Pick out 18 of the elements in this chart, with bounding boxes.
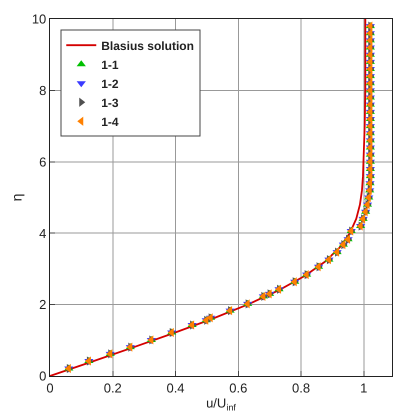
y-tick-label: 8 <box>39 82 46 98</box>
legend-label: 1-1 <box>101 58 119 72</box>
x-tick-label: 0.4 <box>166 380 185 396</box>
y-tick-label: 4 <box>39 226 46 241</box>
y-tick-label: 10 <box>32 12 46 27</box>
legend-label: 1-3 <box>101 96 119 110</box>
y-axis-title: η <box>8 194 24 202</box>
y-tick-label: 6 <box>39 154 46 170</box>
x-tick-label: 0.8 <box>292 380 310 396</box>
legend-label: 1-4 <box>101 114 119 129</box>
legend-label: Blasius solution <box>101 38 194 53</box>
y-tick-label: 2 <box>39 297 46 312</box>
legend-label: 1-2 <box>101 76 119 91</box>
x-axis-title: u/U$_{inf}$ <box>206 396 236 412</box>
x-tick-label: 0.6 <box>229 380 248 396</box>
y-tick-label: 0 <box>39 368 46 384</box>
x-tick-label: 0.2 <box>104 380 122 396</box>
x-tick-label: 1 <box>360 380 368 396</box>
